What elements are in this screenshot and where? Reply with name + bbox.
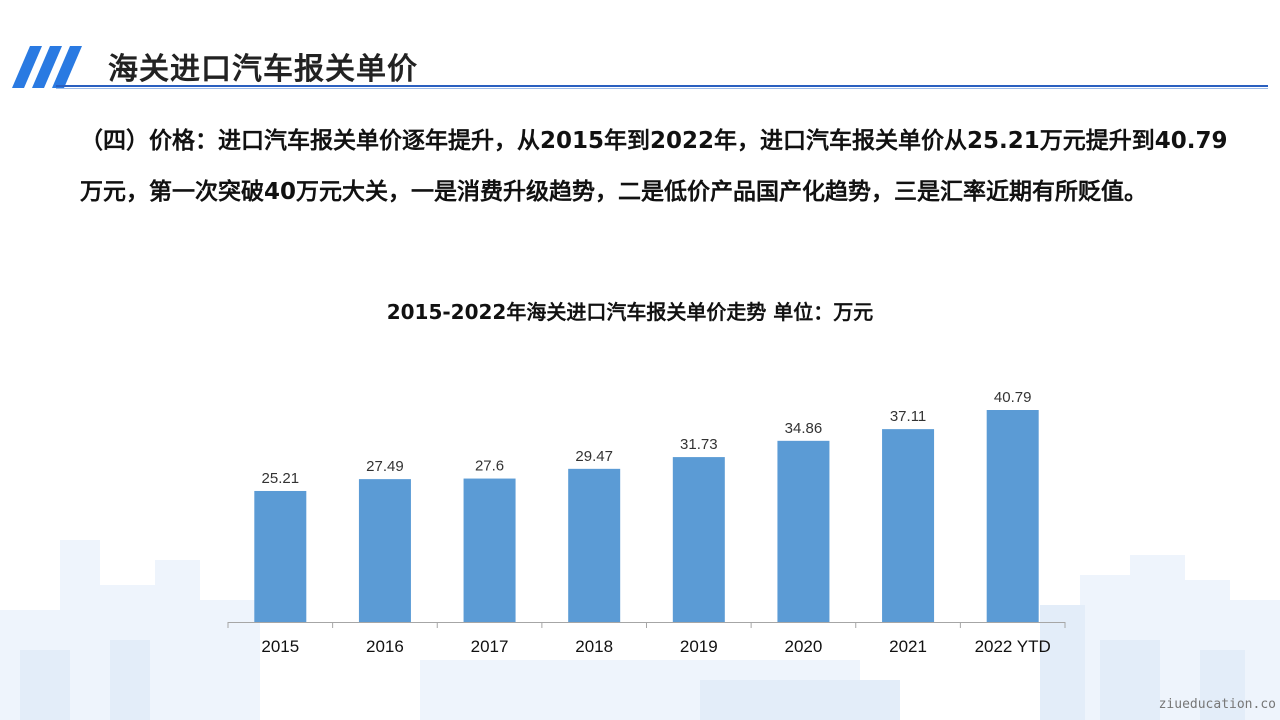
value-labels-layer: 25.21 27.49 27.6 29.47 31.73 34.86 37.11 40.79 (262, 389, 1032, 487)
page-title: 海关进口汽车报关单价 (108, 52, 418, 87)
x-tick-label-2016: 2016 (366, 637, 404, 656)
bar-2015 (254, 490, 307, 622)
data-label-2022-ytd: 40.79 (994, 389, 1032, 406)
bar-2017 (463, 478, 516, 622)
bar-2016 (358, 479, 411, 622)
data-label-2018: 29.47 (575, 448, 613, 465)
x-tick-label-2021: 2021 (889, 637, 927, 656)
chart-title: 2015-2022年海关进口汽车报关单价走势 单位：万元 (386, 300, 874, 324)
data-label-2021: 37.11 (890, 408, 926, 425)
bar-2021 (882, 429, 935, 622)
data-label-2016: 27.49 (366, 458, 404, 475)
bar-2022-ytd (986, 410, 1039, 622)
x-axis (227, 622, 1066, 628)
bar-2018 (568, 468, 621, 622)
bar-2019 (672, 457, 725, 622)
x-tick-label-2017: 2017 (471, 637, 509, 656)
header-divider (56, 85, 1268, 90)
x-tick-label-2022-ytd: 2022 YTD (975, 637, 1051, 656)
data-label-2019: 31.73 (680, 436, 718, 453)
data-label-2020: 34.86 (785, 420, 823, 437)
x-tick-label-2018: 2018 (575, 637, 613, 656)
data-label-2017: 27.6 (475, 458, 504, 475)
x-tick-label-2020: 2020 (785, 637, 823, 656)
body-paragraph: （四）价格：进口汽车报关单价逐年提升，从2015年到2022年，进口汽车报关单价… (80, 128, 1228, 205)
header-stripes-icon (12, 46, 82, 88)
data-label-2015: 25.21 (262, 470, 300, 487)
x-tick-label-2015: 2015 (261, 637, 299, 656)
bars-layer (254, 410, 1039, 622)
bar-2020 (777, 440, 830, 622)
x-tick-labels-layer: 2015 2016 2017 2018 2019 2020 2021 2022 YTD (261, 637, 1050, 656)
watermark-text: ziueducation.co (1158, 697, 1276, 712)
x-tick-label-2019: 2019 (680, 637, 718, 656)
